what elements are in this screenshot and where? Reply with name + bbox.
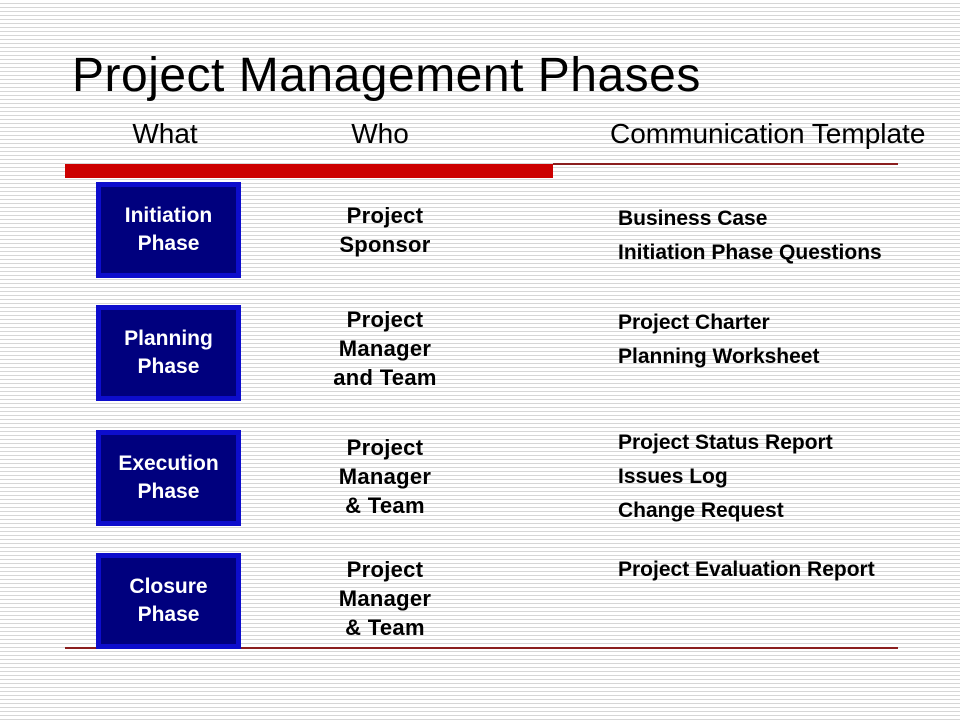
communication-cell-planning: Project Charter Planning Worksheet [618, 311, 820, 368]
column-header-communication-template: Communication Template [610, 118, 926, 149]
column-header-what: What [132, 118, 198, 149]
who-cell-closure: Project Manager & Team [338, 557, 432, 640]
phase-box-initiation: Initiation Phase [96, 182, 241, 278]
page-title: Project Management Phases [72, 49, 701, 102]
column-header-who: Who [351, 118, 409, 149]
who-cell-execution: Project Manager & Team [338, 435, 432, 518]
communication-cell-execution: Project Status Report Issues Log Change … [618, 431, 833, 522]
who-cell-planning: Project Manager and Team [333, 307, 437, 390]
bottom-divider-line [65, 647, 898, 649]
phase-box-closure: Closure Phase [96, 553, 241, 649]
top-divider-line [553, 163, 898, 165]
communication-cell-closure: Project Evaluation Report [618, 558, 875, 581]
communication-cell-initiation: Business Case Initiation Phase Questions [618, 207, 882, 264]
red-accent-bar [65, 164, 553, 178]
phase-box-execution: Execution Phase [96, 430, 241, 526]
who-cell-initiation: Project Sponsor [339, 203, 431, 257]
phase-box-planning: Planning Phase [96, 305, 241, 401]
